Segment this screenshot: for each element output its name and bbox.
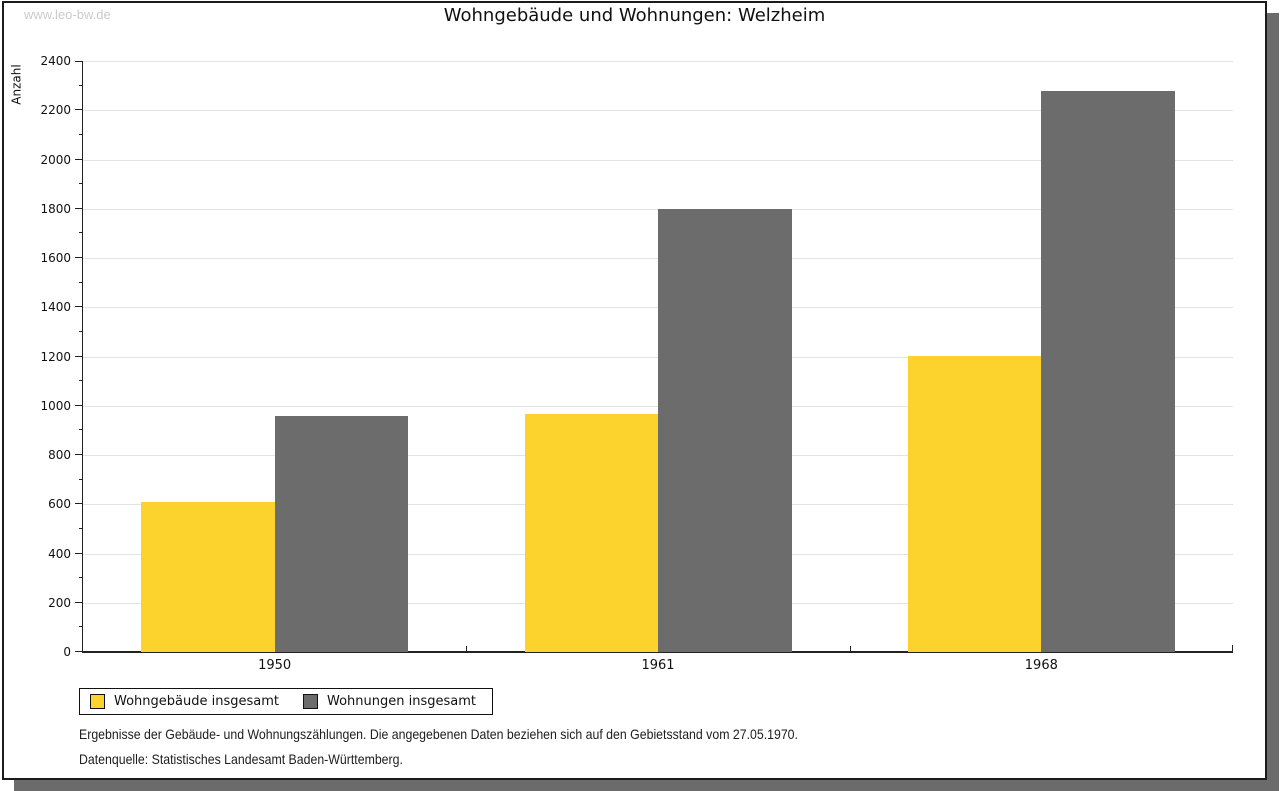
y-tick-label: 600 [48, 497, 71, 512]
y-tick-label: 800 [48, 448, 71, 462]
legend-label-wohngebaeude: Wohngebäude insgesamt [114, 694, 279, 709]
y-minor-tick [79, 577, 83, 579]
footer-source: Datenquelle: Statistisches Landesamt Bad… [79, 751, 403, 767]
y-major-tick [75, 207, 83, 209]
y-major-tick [75, 404, 83, 406]
y-major-tick [75, 257, 83, 258]
y-major-tick [75, 454, 83, 455]
y-major-tick [75, 109, 83, 111]
y-tick-label: 400 [48, 546, 71, 561]
y-major-tick [75, 601, 83, 603]
x-tick-label: 1950 [258, 658, 292, 673]
y-tick-label: 2200 [40, 103, 71, 118]
y-tick-label: 1600 [40, 251, 71, 265]
y-minor-tick [79, 626, 83, 628]
bar-wohnungen-insgesamt-1968 [1041, 90, 1175, 652]
gridline-2400 [83, 61, 1233, 62]
x-tick-label: 1968 [1024, 658, 1058, 673]
x-separator-tick [466, 646, 468, 652]
y-minor-tick [79, 84, 83, 86]
gridline-2000 [83, 159, 1233, 161]
legend-swatch-wohngebaeude [90, 694, 105, 709]
y-axis-title: Anzahl [9, 64, 24, 105]
x-axis-line [82, 651, 1233, 653]
watermark-url: www.leo-bw.de [24, 7, 111, 22]
y-tick-label: 2400 [40, 54, 71, 68]
bar-wohngeb-ude-insgesamt-1961 [524, 413, 658, 652]
y-minor-tick [79, 478, 83, 480]
bar-wohngeb-ude-insgesamt-1950 [141, 501, 275, 652]
y-tick-label: 1000 [40, 398, 71, 413]
bar-wohnungen-insgesamt-1950 [274, 416, 409, 652]
x-axis-end-tick [1232, 645, 1233, 652]
x-tick-label: 1961 [641, 658, 675, 673]
y-minor-tick [79, 429, 83, 431]
y-tick-label: 1800 [40, 201, 71, 216]
y-minor-tick [79, 380, 83, 382]
y-major-tick [75, 355, 83, 357]
y-major-tick [75, 158, 83, 160]
y-tick-label: 2000 [40, 152, 71, 167]
y-minor-tick [79, 232, 83, 234]
y-tick-label: 200 [48, 595, 71, 610]
y-minor-tick [79, 281, 83, 283]
legend: Wohngebäude insgesamt Wohnungen insgesam… [79, 688, 493, 715]
y-major-tick [75, 503, 83, 505]
y-minor-tick [79, 133, 83, 135]
legend-label-wohnungen: Wohnungen insgesamt [327, 694, 476, 709]
gridline-2200 [83, 110, 1233, 112]
y-tick-label: 1200 [40, 349, 71, 364]
y-minor-tick [79, 183, 83, 185]
x-separator-tick [849, 646, 851, 652]
y-major-tick [75, 552, 83, 554]
y-major-tick [75, 651, 83, 652]
chart-card: www.leo-bw.de Wohngebäude und Wohnungen:… [2, 1, 1267, 780]
y-tick-label: 0 [63, 645, 71, 659]
footer-note: Ergebnisse der Gebäude- und Wohnungszähl… [79, 726, 798, 742]
y-minor-tick [79, 330, 83, 332]
bar-wohnungen-insgesamt-1961 [658, 208, 792, 652]
legend-swatch-wohnungen [303, 694, 318, 709]
chart-title: Wohngebäude und Wohnungen: Welzheim [443, 5, 826, 26]
y-tick-label: 1400 [40, 300, 71, 315]
y-major-tick [75, 306, 83, 308]
plot-area: 0 200 400 600 800 1000 1200 1400 1600 1800 2000 220… [40, 54, 1233, 673]
y-major-tick [75, 61, 83, 62]
bar-wohngeb-ude-insgesamt-1968 [907, 355, 1042, 652]
y-minor-tick [79, 527, 83, 529]
